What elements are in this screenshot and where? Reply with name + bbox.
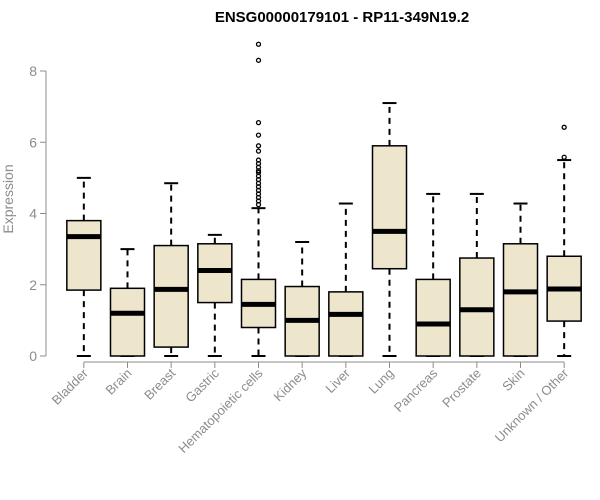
box-iqr [328, 291, 364, 357]
y-tick-label: 8 [29, 63, 37, 79]
outlier-point [255, 132, 262, 138]
outlier-point [255, 168, 262, 174]
box-hematopoietic-cells [240, 41, 277, 357]
outlier-point [255, 201, 262, 208]
x-tick-label: Breast [141, 365, 178, 402]
y-tick-label: 6 [29, 134, 37, 150]
outlier-point [561, 124, 567, 130]
x-tick-label: Kidney [271, 365, 310, 404]
outlier-point [561, 154, 567, 160]
box-unknown-other [546, 124, 582, 357]
chart-title: ENSG00000179101 - RP11-349N19.2 [215, 9, 469, 26]
box-iqr [371, 145, 408, 270]
box-iqr [502, 243, 539, 357]
x-tick-label: Gastric [182, 365, 222, 405]
x-tick-label: Pancreas [391, 365, 441, 415]
outlier-point [255, 143, 262, 149]
box-iqr [109, 287, 146, 357]
y-axis-label: Expression [0, 164, 16, 233]
y-tick-label: 4 [29, 206, 37, 222]
box-lung [371, 102, 408, 357]
box-iqr [197, 243, 233, 304]
box-iqr [66, 219, 102, 291]
box-breast [153, 182, 189, 357]
y-tick-label: 2 [29, 277, 37, 293]
x-tick-label: Skin [499, 366, 527, 394]
box-bladder [66, 176, 102, 357]
box-pancreas [415, 192, 451, 357]
y-axis: 0 2 4 6 8 [29, 63, 47, 364]
box-skin [502, 202, 539, 357]
outlier-point [255, 41, 262, 47]
x-tick-label: Brain [103, 366, 135, 398]
box-series [66, 41, 582, 357]
x-tick-label: Unknown / Other [492, 365, 572, 445]
box-prostate [459, 192, 495, 357]
box-kidney [284, 241, 320, 357]
box-gastric [197, 233, 233, 357]
box-iqr [459, 257, 495, 357]
outlier-point [255, 57, 262, 63]
outlier-point [255, 148, 262, 154]
x-tick-label: Lung [366, 366, 397, 397]
x-tick-label: Hematopoietic cells [175, 365, 266, 456]
box-brain [109, 248, 146, 357]
box-iqr [415, 278, 451, 357]
x-tick-label: Liver [322, 365, 353, 396]
x-tick-label: Prostate [439, 366, 484, 411]
box-liver [328, 202, 364, 357]
outlier-point [255, 120, 262, 126]
y-tick-label: 0 [29, 348, 37, 364]
box-iqr [153, 244, 189, 348]
x-tick-label: Bladder [49, 365, 92, 408]
